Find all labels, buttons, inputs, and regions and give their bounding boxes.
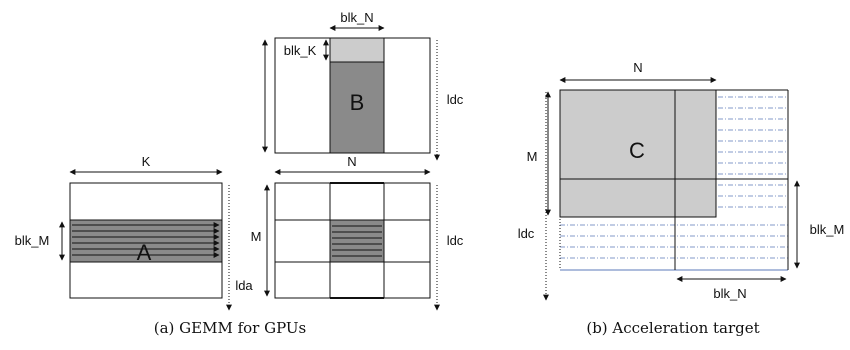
target-width-label: N [633,60,642,75]
matrix-b-height-label: blk_K [284,43,317,58]
matrix-a: A [69,182,223,299]
target-height-label: M [527,149,538,164]
matrix-b-blk-k-block [329,37,385,63]
matrix-a-ld-label: lda [235,278,253,293]
matrix-c-block [329,219,385,263]
target-c-block [559,89,717,218]
matrix-a-height-label: blk_M [15,233,50,248]
matrix-a-row-lines [72,222,220,258]
target-matrix-name: C [629,138,645,163]
matrix-a-name: A [137,240,152,265]
matrix-b-width-label: blk_N [340,10,373,25]
matrix-c-ld-label: ldc [447,233,464,248]
matrix-b-name: B [350,90,365,115]
target-remainder-hatch [560,96,788,259]
matrix-b: B [274,37,431,154]
caption-a: (a) GEMM for GPUs [154,319,307,337]
matrix-a-width-label: K [142,154,151,169]
target-ld-label: ldc [518,226,535,241]
matrix-c-height-label: M [251,229,262,244]
caption-b: (b) Acceleration target [586,319,759,337]
target-matrix: C [559,89,789,271]
matrix-c-grid [274,182,431,299]
matrix-b-ld-label: ldc [447,92,464,107]
matrix-c-width-label: N [347,154,356,169]
target-blk-m-label: blk_M [810,222,845,237]
matrix-b-column-block [329,61,385,154]
target-blk-n-label: blk_N [713,286,746,301]
